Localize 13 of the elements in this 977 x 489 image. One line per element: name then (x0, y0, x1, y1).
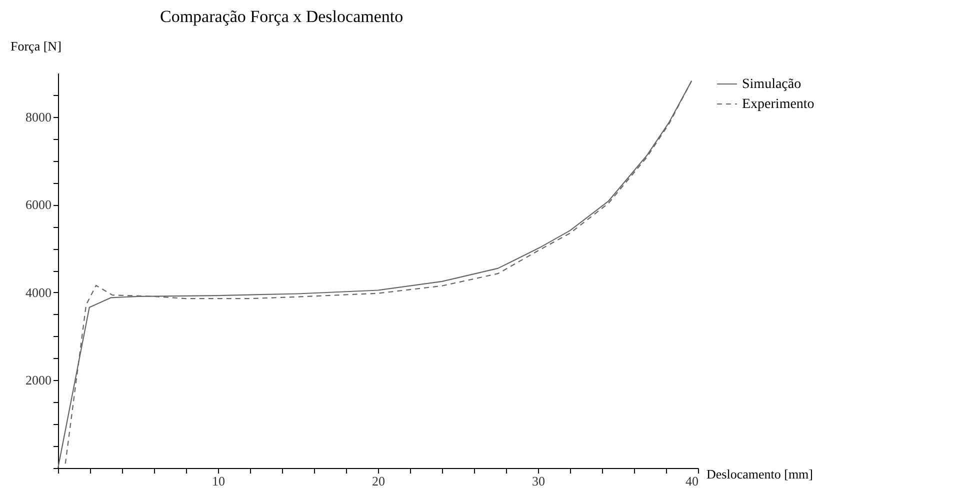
x-tick-label: 10 (212, 474, 225, 488)
y-axis-title: Força [N] (10, 38, 62, 54)
chart-title: Comparação Força x Deslocamento (160, 7, 404, 26)
legend-label: Experimento (742, 97, 814, 112)
x-axis-title: Deslocamento [mm] (706, 466, 813, 482)
y-tick-label: 6000 (26, 197, 52, 212)
x-tick-label: 40 (686, 474, 698, 488)
y-tick-label: 8000 (26, 109, 52, 124)
x-tick-label: 20 (372, 474, 385, 488)
y-tick-label: 2000 (26, 372, 52, 388)
legend-label: Simulação (742, 77, 802, 92)
y-tick-label: 4000 (26, 284, 52, 300)
x-tick-label: 30 (532, 474, 545, 488)
